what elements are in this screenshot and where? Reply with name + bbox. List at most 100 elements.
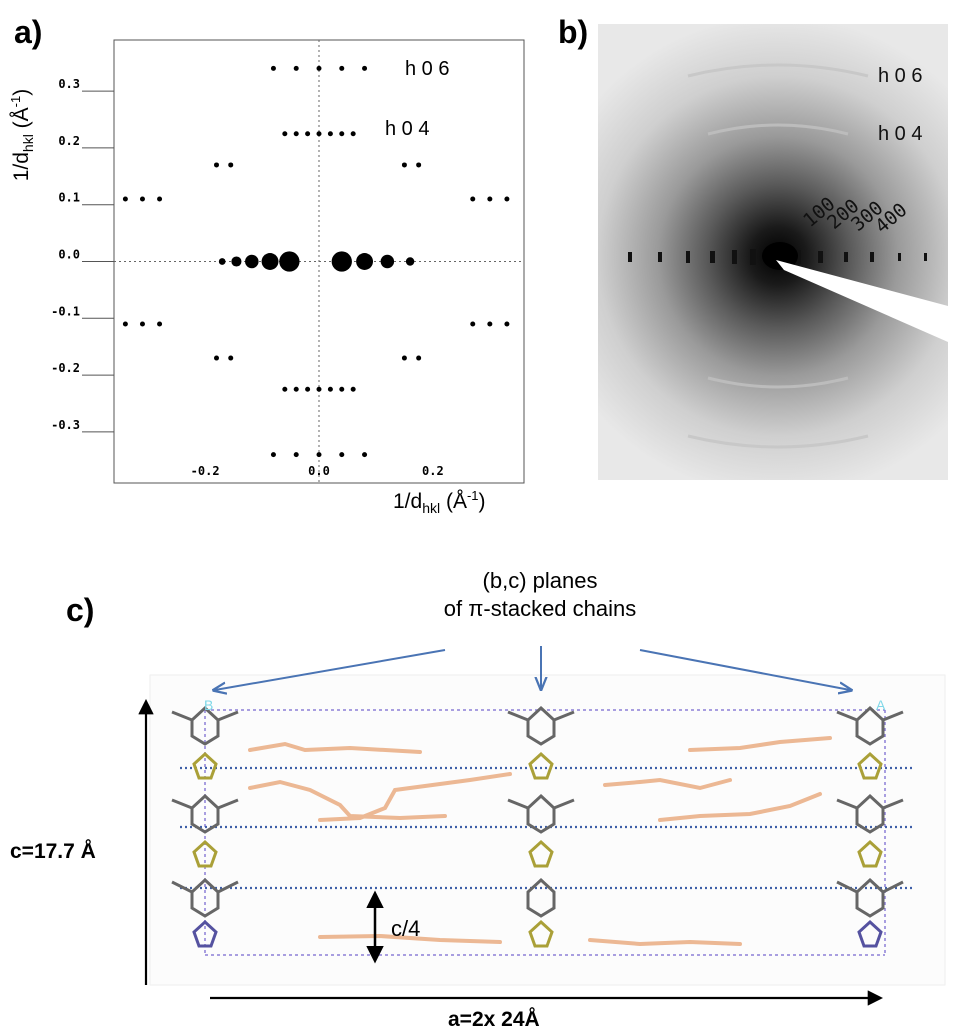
a-axis-label: a=2x 24Å <box>448 1007 540 1031</box>
reflection-spot <box>750 249 756 265</box>
caption-line-2: of π-stacked chains <box>443 596 637 621</box>
diffraction-spot <box>282 131 288 137</box>
reflection-spot <box>628 252 632 262</box>
side-chain <box>248 741 422 754</box>
diffraction-spots <box>122 65 510 458</box>
y-tick-label: 0.2 <box>58 134 80 148</box>
y-tick-label: 0.0 <box>58 248 80 262</box>
annotation-h04: h 0 4 <box>385 118 429 140</box>
diffraction-spot <box>228 162 234 168</box>
panel-c-letter: c) <box>66 592 95 628</box>
panel-a-x-axis-label: 1/dhkl (Å-1) <box>393 488 486 516</box>
central-beam <box>762 242 798 270</box>
diffraction-spot <box>139 196 145 202</box>
diffraction-spot <box>327 386 333 392</box>
corner-label-b: B <box>204 697 213 713</box>
diffraction-spot <box>504 196 510 202</box>
x-label-exp: -1 <box>466 488 479 503</box>
equatorial-reflections <box>628 249 927 265</box>
diffraction-spot <box>339 65 345 71</box>
side-chains <box>248 736 832 947</box>
diffraction-spot <box>339 452 345 458</box>
reflection-spot <box>710 251 715 263</box>
reflection-spot <box>732 250 737 264</box>
beam-stop <box>776 260 948 342</box>
diffraction-spot <box>293 452 299 458</box>
side-chain <box>588 938 742 947</box>
diffraction-spot <box>122 196 128 202</box>
layer-label-h04: h 0 4 <box>878 123 922 145</box>
diffraction-spot <box>270 452 276 458</box>
reflection-spot <box>796 250 801 264</box>
diffraction-pattern-image: h 0 6 h 0 4 100 200 300 400 <box>598 24 948 480</box>
arc-h04-bottom <box>707 376 849 389</box>
reflection-spot <box>898 253 901 261</box>
diffraction-spot <box>316 65 322 71</box>
annotation-h06: h 0 6 <box>405 58 449 80</box>
x-label-sub: hkl <box>422 500 441 517</box>
y-tick-label: 0.1 <box>58 191 80 205</box>
reflection-spot <box>870 252 874 262</box>
reflection-spot <box>658 252 662 262</box>
diffraction-spot <box>339 386 345 392</box>
arrow-to-right-plane <box>639 649 850 690</box>
diffraction-spot <box>305 131 311 137</box>
x-tick-label: -0.2 <box>191 464 220 478</box>
unit-cell-background <box>149 674 946 986</box>
arc-h04-top <box>707 123 849 136</box>
panel-b-letter: b) <box>558 14 589 50</box>
diffraction-spot <box>316 452 322 458</box>
diffraction-spot <box>316 131 322 137</box>
reflection-spot <box>924 253 927 261</box>
reflection-spot <box>818 251 823 263</box>
x-label-main: 1/d <box>393 490 423 513</box>
diffraction-spot <box>305 386 311 392</box>
diffraction-spot <box>316 386 322 392</box>
diffraction-spot <box>401 162 407 168</box>
molecule-stack-left <box>171 705 239 948</box>
crystal-packing-diagram: B A c=17.7 Å c/4 a=2x 24Å <box>10 646 946 1031</box>
diffraction-spot <box>327 131 333 137</box>
diffraction-spot <box>270 65 276 71</box>
diffraction-spot <box>214 162 219 168</box>
quarter-label: c/4 <box>391 916 420 941</box>
side-chain <box>688 736 832 752</box>
side-chain <box>658 792 822 822</box>
reflection-spot <box>844 252 848 262</box>
diffraction-spot <box>470 196 476 202</box>
y-tick-label: -0.3 <box>51 418 80 432</box>
diffraction-spot <box>218 258 226 265</box>
y-tick-label: -0.2 <box>51 361 80 375</box>
diffraction-spot <box>487 321 493 327</box>
molecule-stack-center <box>507 705 575 948</box>
diffraction-spot <box>231 256 242 267</box>
diffraction-spot <box>279 251 300 272</box>
arc-h06-top <box>687 63 869 78</box>
y-tick-label: -0.1 <box>51 304 80 318</box>
layer-label-h06: h 0 6 <box>878 65 922 87</box>
side-chain <box>318 933 502 944</box>
diffraction-spot <box>405 257 415 266</box>
reflection-spot <box>686 251 690 263</box>
diffraction-spot <box>339 131 345 137</box>
diffraction-spot <box>331 251 352 272</box>
diffraction-spot <box>350 386 356 392</box>
side-chain <box>248 779 447 821</box>
diffraction-spot <box>416 162 422 168</box>
molecule-stack-right <box>836 705 904 948</box>
diffraction-spot <box>416 355 422 361</box>
x-label-close: ) <box>478 490 486 513</box>
diffraction-spot <box>157 196 163 202</box>
y-ticks: 0.3 0.2 0.1 0.0 -0.1 -0.2 -0.3 <box>51 77 114 433</box>
diffraction-spot <box>214 355 219 361</box>
reciprocal-lattice-chart: 0.3 0.2 0.1 0.0 -0.1 -0.2 -0.3 -0.2 0.0 0.2 h 0 … <box>51 39 525 484</box>
corner-label-a: A <box>876 697 886 713</box>
diffraction-spot <box>401 355 407 361</box>
panel-c-caption: (b,c) planes of π-stacked chains <box>380 567 700 623</box>
x-tick-label: 0.2 <box>422 464 444 478</box>
diffraction-spot <box>139 321 145 327</box>
diffraction-spot <box>504 321 510 327</box>
diffraction-spot <box>470 321 476 327</box>
diffraction-spot <box>356 253 374 270</box>
diffraction-spot <box>362 65 368 71</box>
